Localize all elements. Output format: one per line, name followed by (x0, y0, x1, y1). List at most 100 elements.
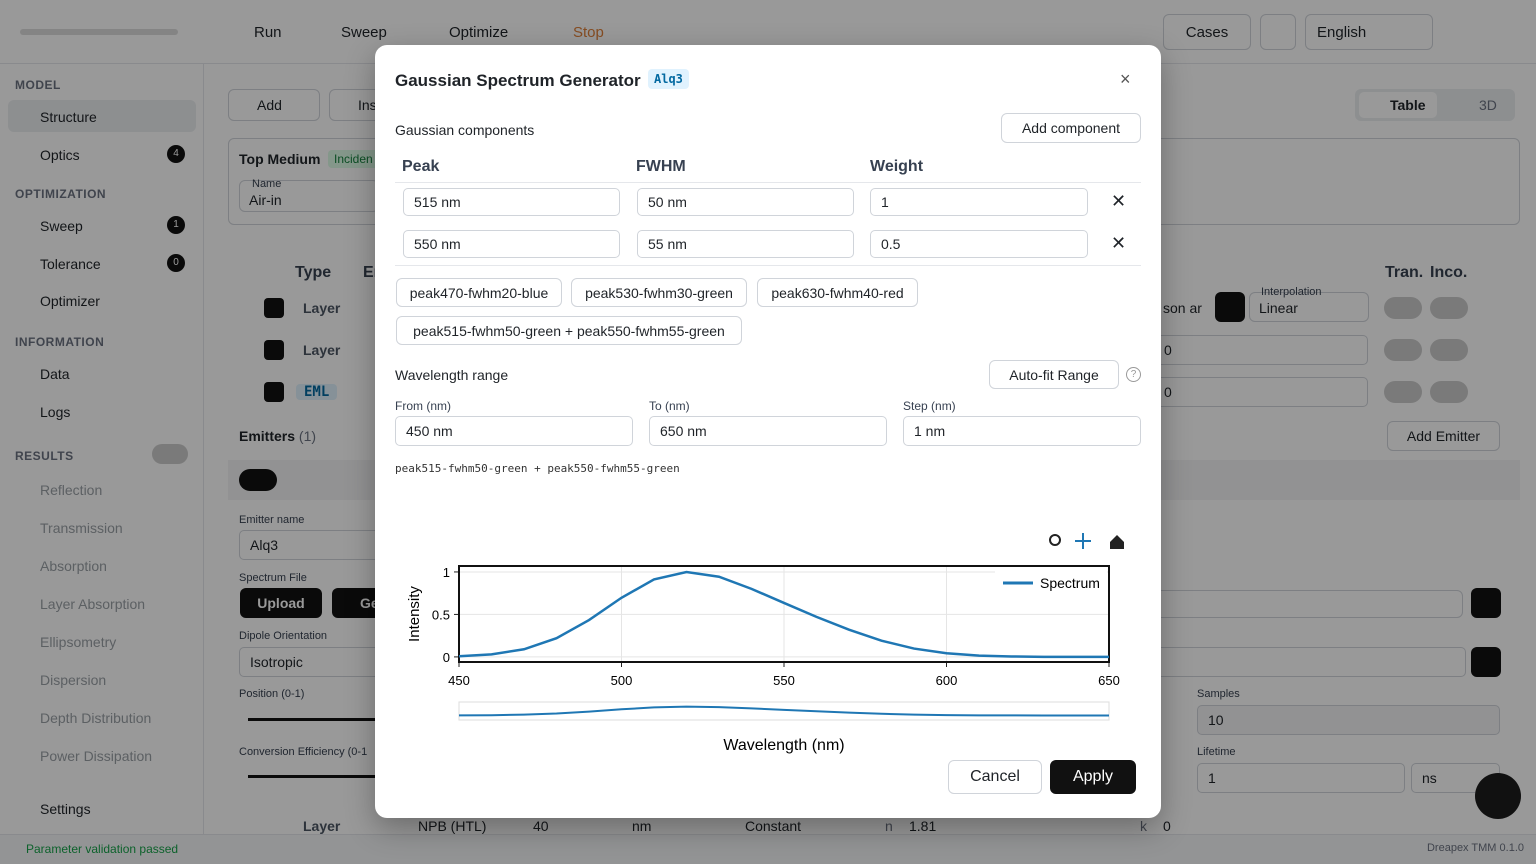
preset-label: peak470-fwhm20-blue (409, 284, 549, 301)
language[interactable]: English (1305, 14, 1433, 50)
nav-item[interactable]: Logs (40, 404, 71, 420)
cases[interactable]: Cases (1163, 14, 1251, 50)
y-tick-label: 0 (443, 650, 450, 665)
toggle[interactable] (152, 444, 188, 464)
assistant-button[interactable] (1475, 773, 1521, 819)
toggle[interactable] (239, 469, 277, 491)
nav-item[interactable]: Ellipsometry (40, 634, 117, 650)
remove[interactable]: ✕ (1111, 191, 1127, 211)
input[interactable]: 650 nm (649, 416, 887, 446)
input[interactable]: 1 (1197, 763, 1405, 793)
select[interactable] (1249, 292, 1369, 322)
preview-label: peak515-fwhm50-green + peak550-fwhm55-gr… (395, 462, 680, 475)
search[interactable] (1471, 588, 1501, 618)
slider[interactable] (248, 775, 378, 778)
nav-item[interactable]: Dispersion (40, 672, 107, 688)
emitters-count: (1) (298, 428, 317, 444)
preset[interactable]: peak515-fwhm50-green + peak550-fwhm55-gr… (396, 316, 742, 345)
badge: Inciden (328, 150, 379, 168)
input[interactable] (239, 180, 379, 212)
input[interactable]: 10 (1197, 705, 1500, 735)
nav-item[interactable]: Depth Distribution (40, 710, 152, 726)
toggle[interactable] (1384, 297, 1422, 319)
add[interactable]: Add (228, 89, 320, 121)
value: 55 nm (648, 236, 687, 252)
pan-icon[interactable] (1075, 533, 1091, 549)
progress (20, 29, 178, 35)
cell: 1.81 (909, 818, 937, 834)
close[interactable]: × (1120, 69, 1131, 89)
preset[interactable]: peak470-fwhm20-blue (396, 278, 562, 307)
preset[interactable]: peak530-fwhm30-green (571, 278, 747, 307)
apply[interactable]: Apply (1050, 760, 1136, 794)
3d-view[interactable]: 3D (1479, 97, 1497, 113)
toggle[interactable] (1430, 339, 1468, 361)
toggle[interactable] (1430, 381, 1468, 403)
cancel[interactable]: Cancel (948, 760, 1042, 794)
nav-item[interactable]: Structure (40, 109, 97, 125)
add-component[interactable]: Add component (1001, 113, 1141, 143)
input[interactable]: 50 nm (637, 188, 854, 216)
input[interactable]: 0 (1153, 377, 1368, 407)
value: 10 (1208, 712, 1224, 728)
range-line (458, 705, 1109, 717)
value: Linear (1259, 300, 1298, 316)
toggle[interactable] (1384, 339, 1422, 361)
section: OPTIMIZATION (15, 187, 107, 201)
plot-frame (458, 565, 1110, 663)
label: Step (nm) (903, 399, 956, 413)
checkbox[interactable] (264, 382, 284, 402)
label: Interpolation (1261, 286, 1322, 298)
input[interactable]: 1 nm (903, 416, 1141, 446)
preset-label: peak530-fwhm30-green (585, 284, 733, 301)
toggle[interactable] (1430, 297, 1468, 319)
nav-item[interactable]: Power Dissipation (40, 748, 153, 764)
search[interactable] (1215, 292, 1245, 322)
zoom-icon[interactable] (1049, 534, 1061, 546)
sweep[interactable]: Sweep (341, 24, 387, 41)
slider[interactable] (248, 718, 378, 721)
input[interactable]: 0 (1153, 335, 1368, 365)
x-axis-label: Wavelength (nm) (723, 737, 844, 754)
nav-item[interactable]: Settings (40, 801, 91, 817)
remove[interactable]: ✕ (1111, 233, 1127, 253)
search[interactable] (1471, 647, 1501, 677)
run[interactable]: Run (254, 24, 282, 41)
nav-item[interactable]: Absorption (40, 558, 107, 574)
checkbox[interactable] (264, 298, 284, 318)
optimize[interactable]: Optimize (449, 24, 509, 41)
upload[interactable]: Upload (240, 588, 322, 618)
input[interactable]: 515 nm (403, 188, 620, 216)
input[interactable] (1153, 590, 1463, 618)
nav-item[interactable]: Data (40, 366, 70, 382)
input[interactable]: 1 (870, 188, 1088, 216)
home-icon[interactable] (1110, 535, 1124, 549)
nav-item[interactable]: Optics (40, 147, 80, 163)
table-view[interactable]: Table (1390, 97, 1426, 113)
insert-label: Ins (358, 97, 377, 113)
nav-item[interactable]: Optimizer (40, 293, 100, 309)
stop[interactable]: Stop (573, 24, 604, 41)
input[interactable]: 55 nm (637, 230, 854, 258)
cell: nm (632, 818, 652, 834)
nav-item[interactable]: Reflection (40, 482, 103, 498)
modebar (1049, 533, 1124, 549)
help[interactable]: ? (1126, 367, 1141, 382)
checkbox[interactable] (264, 340, 284, 360)
nav-item[interactable]: Tolerance (40, 256, 101, 272)
value: 0 (1164, 384, 1172, 400)
add-emitter[interactable]: Add Emitter (1387, 421, 1500, 451)
nav-item[interactable]: Transmission (40, 520, 123, 536)
nav-item[interactable]: Layer Absorption (40, 596, 146, 612)
x-tick-label: 450 (448, 673, 470, 688)
nav-item[interactable]: Sweep (40, 218, 83, 234)
notes-button[interactable] (1260, 14, 1296, 50)
toggle[interactable] (1384, 381, 1422, 403)
emitters-label: Emitters (239, 428, 296, 444)
preset[interactable]: peak630-fwhm40-red (757, 278, 918, 307)
input[interactable]: 450 nm (395, 416, 633, 446)
auto-fit[interactable]: Auto-fit Range (989, 360, 1119, 389)
input[interactable]: 0.5 (870, 230, 1088, 258)
input[interactable]: 550 nm (403, 230, 620, 258)
column-header: Weight (870, 158, 924, 175)
